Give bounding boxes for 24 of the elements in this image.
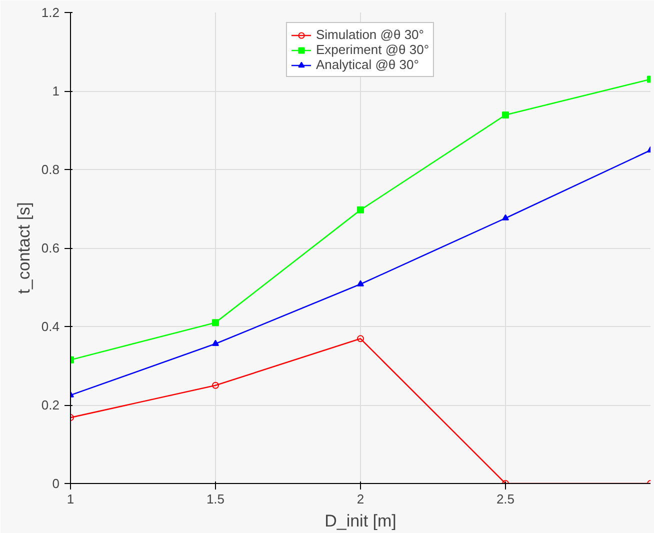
y-tick-label: 0.6 (41, 240, 60, 256)
point (357, 206, 364, 214)
point (357, 335, 364, 342)
y-tick-label: 0.4 (41, 319, 60, 334)
legend-label: Analytical @θ 30° (316, 57, 419, 72)
y-tick-label: 0.8 (41, 162, 60, 177)
legend-label: Experiment @θ 30° (316, 42, 430, 57)
point (212, 340, 219, 346)
point (212, 382, 219, 389)
x-tick-label: 1.5 (206, 492, 225, 506)
y-axis-title: t_contact [s] (14, 202, 34, 294)
x-tick-label: 1 (66, 492, 74, 506)
legend-label: Simulation @θ 30° (316, 27, 424, 42)
y-tick-label: 0.2 (41, 398, 60, 412)
point (212, 319, 219, 326)
point (502, 214, 509, 220)
y-tick-label: 1.2 (41, 5, 60, 20)
x-tick-label: 2.5 (496, 492, 515, 506)
point (502, 111, 509, 118)
point (357, 280, 364, 286)
y-tick-label: 1 (52, 84, 60, 98)
y-tick-label: 0 (52, 476, 60, 491)
x-axis-title: D_init [m] (324, 512, 396, 530)
x-tick-label: 2 (356, 492, 364, 506)
